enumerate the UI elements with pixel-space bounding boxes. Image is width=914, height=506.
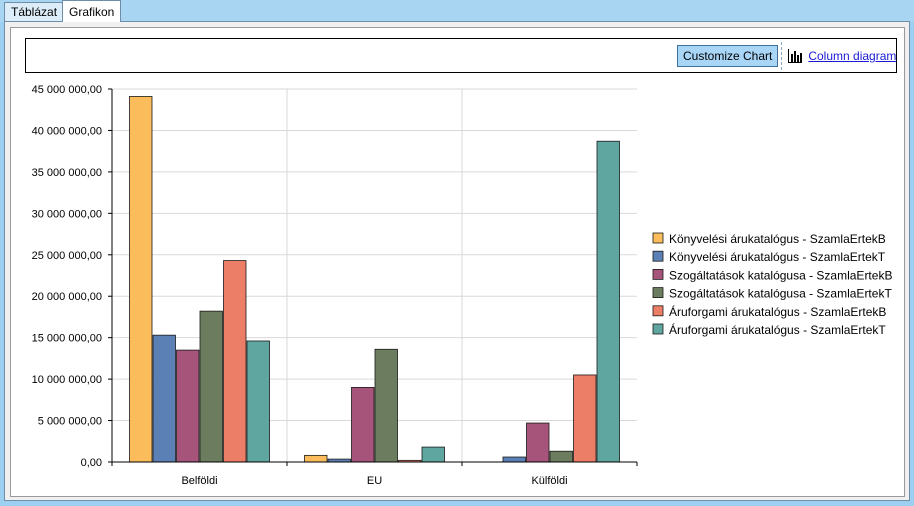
- bar: [152, 334, 176, 463]
- bar: [573, 374, 597, 463]
- bar-chart-icon: [787, 48, 803, 64]
- legend-label: Áruforgami árukatalógus - SzamlaErtekB: [669, 304, 886, 319]
- plot-area: [112, 89, 637, 462]
- bar: [199, 310, 223, 463]
- bar: [421, 446, 445, 463]
- bar: [596, 140, 620, 463]
- bar: [549, 450, 573, 463]
- chart-toolbar: Customize Chart Column diagram: [25, 38, 897, 73]
- x-tick-label: EU: [367, 475, 382, 487]
- bar: [223, 260, 247, 463]
- column-diagram-selector[interactable]: Column diagram: [787, 48, 896, 64]
- legend-label: Szogáltatások katalógusa - SzamlaErtekB: [669, 268, 892, 282]
- y-tick-label: 5 000 000,00: [38, 416, 102, 428]
- x-tick-label: Külföldi: [531, 475, 567, 487]
- x-tick-label: Belföldi: [181, 475, 217, 487]
- y-tick-label: 30 000 000,00: [32, 208, 102, 220]
- y-tick-label: 40 000 000,00: [32, 125, 102, 137]
- bar: [502, 456, 526, 463]
- legend-label: Könyvelési árukatalógus - SzamlaErtekT: [669, 250, 886, 264]
- y-tick-label: 25 000 000,00: [32, 250, 102, 262]
- legend-swatch: [652, 232, 664, 244]
- bar: [351, 386, 375, 463]
- y-tick-label: 20 000 000,00: [32, 291, 102, 303]
- legend-label: Szogáltatások katalógusa - SzamlaErtekT: [669, 287, 892, 301]
- legend-swatch: [652, 268, 664, 280]
- column-diagram-link[interactable]: Column diagram: [808, 49, 897, 63]
- y-tick-label: 45 000 000,00: [32, 84, 102, 96]
- legend-label: Áruforgami árukatalógus - SzamlaErtekT: [669, 322, 886, 337]
- bar: [246, 340, 270, 463]
- bar: [176, 349, 200, 463]
- legend-swatch: [652, 250, 664, 262]
- tab-table[interactable]: Táblázat: [4, 2, 65, 21]
- legend-swatch: [652, 287, 664, 299]
- toolbar-separator: [781, 42, 782, 70]
- y-tick-label: 10 000 000,00: [32, 374, 102, 386]
- bar: [374, 348, 398, 463]
- legend-swatch: [652, 323, 664, 335]
- bar: [129, 96, 153, 463]
- customize-chart-button[interactable]: Customize Chart: [677, 45, 779, 67]
- bar: [526, 422, 550, 463]
- bar: [304, 454, 328, 463]
- tab-bar: Táblázat Grafikon: [0, 0, 914, 22]
- y-tick-label: 0,00: [81, 457, 102, 469]
- legend-label: Könyvelési árukatalógus - SzamlaErtekB: [669, 232, 886, 246]
- y-tick-label: 35 000 000,00: [32, 167, 102, 179]
- y-tick-label: 15 000 000,00: [32, 333, 102, 345]
- legend-swatch: [652, 305, 664, 317]
- tab-chart[interactable]: Grafikon: [62, 0, 122, 22]
